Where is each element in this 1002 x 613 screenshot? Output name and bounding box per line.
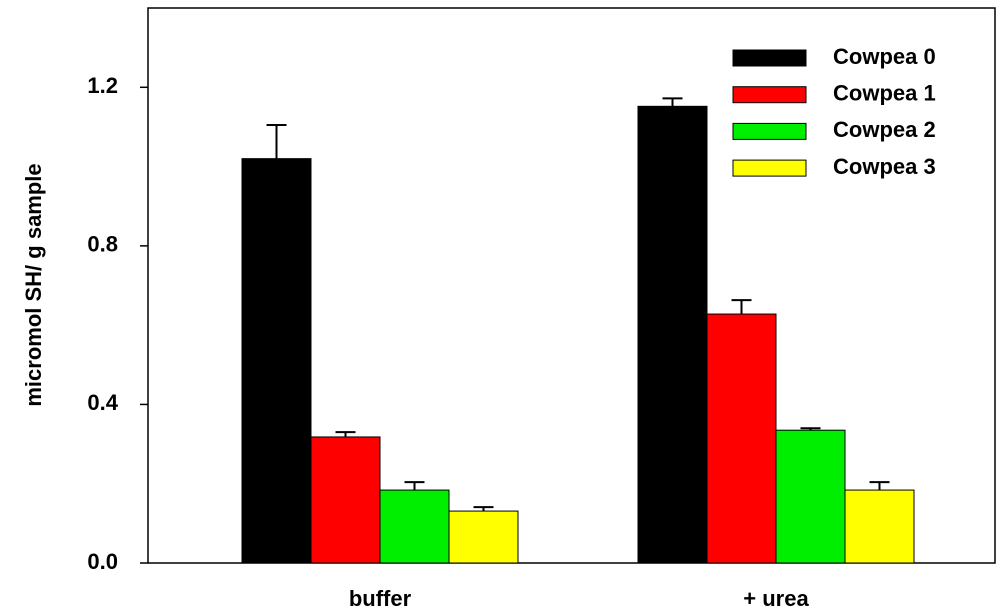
bar [448, 510, 519, 564]
legend-label: Cowpea 1 [833, 81, 936, 106]
y-axis-label: micromol SH/ g sample [21, 163, 46, 406]
y-tick-label: 1.2 [87, 73, 118, 98]
legend-swatch [732, 122, 807, 140]
plot-frame [147, 7, 996, 564]
legend-label: Cowpea 3 [833, 154, 936, 179]
bar [637, 105, 708, 564]
bar [844, 489, 915, 564]
legend-swatch [732, 86, 807, 104]
bar [241, 158, 312, 564]
y-tick-label: 0.8 [87, 232, 118, 257]
bar [706, 313, 777, 564]
y-tick-label: 0.4 [87, 390, 118, 415]
legend-label: Cowpea 0 [833, 44, 936, 69]
bar [775, 429, 846, 564]
legend-swatch [732, 49, 807, 67]
legend-swatch [732, 159, 807, 177]
x-tick-label: + urea [743, 586, 809, 611]
y-tick-label: 0.0 [87, 549, 118, 574]
bar [379, 489, 450, 564]
x-tick-label: buffer [349, 586, 412, 611]
bar [310, 436, 381, 564]
legend-label: Cowpea 2 [833, 117, 936, 142]
